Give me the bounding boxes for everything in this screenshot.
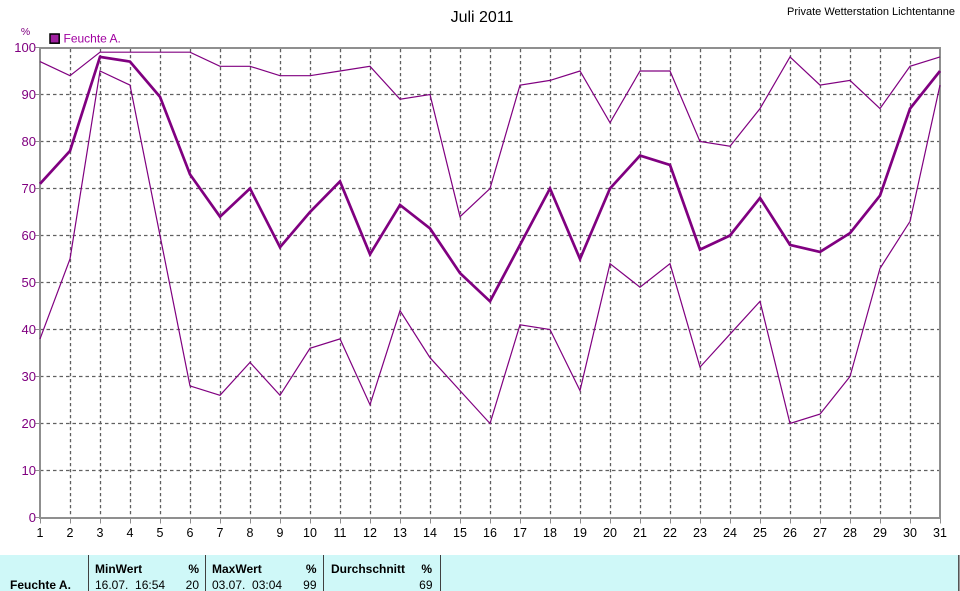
svg-text:5: 5 (157, 526, 164, 540)
svg-text:40: 40 (22, 322, 36, 337)
svg-text:12: 12 (363, 526, 377, 540)
svg-text:30: 30 (903, 526, 917, 540)
svg-text:03.07. 03:04: 03.07. 03:04 (212, 578, 282, 591)
svg-text:11: 11 (334, 526, 347, 540)
svg-text:Feuchte A.: Feuchte A. (64, 32, 121, 46)
svg-text:19: 19 (573, 526, 587, 540)
svg-text:80: 80 (22, 134, 36, 149)
svg-text:17: 17 (513, 526, 527, 540)
svg-text:90: 90 (22, 87, 36, 102)
svg-text:%: % (188, 562, 199, 576)
svg-text:9: 9 (277, 526, 284, 540)
svg-text:70: 70 (22, 181, 36, 196)
svg-text:26: 26 (783, 526, 797, 540)
svg-text:MinWert: MinWert (95, 562, 142, 576)
svg-text:7: 7 (217, 526, 224, 540)
svg-text:29: 29 (873, 526, 887, 540)
svg-text:16.07. 16:54: 16.07. 16:54 (95, 578, 165, 591)
svg-text:21: 21 (633, 526, 647, 540)
svg-text:27: 27 (813, 526, 827, 540)
svg-text:20: 20 (186, 578, 200, 591)
svg-text:Private Wetterstation Lichtent: Private Wetterstation Lichtentanne (787, 6, 955, 18)
svg-text:Juli 2011: Juli 2011 (451, 9, 514, 26)
svg-text:22: 22 (663, 526, 677, 540)
svg-text:100: 100 (14, 40, 36, 55)
svg-text:1: 1 (37, 526, 44, 540)
svg-text:24: 24 (723, 526, 737, 540)
svg-text:31: 31 (933, 526, 947, 540)
svg-text:3: 3 (97, 526, 104, 540)
svg-text:28: 28 (843, 526, 857, 540)
svg-text:10: 10 (303, 526, 317, 540)
svg-text:60: 60 (22, 228, 36, 243)
svg-text:30: 30 (22, 369, 36, 384)
svg-text:18: 18 (543, 526, 557, 540)
svg-text:4: 4 (127, 526, 134, 540)
svg-text:%: % (306, 562, 317, 576)
svg-text:0: 0 (29, 510, 36, 525)
svg-text:2: 2 (67, 526, 74, 540)
svg-text:50: 50 (22, 275, 36, 290)
svg-text:23: 23 (693, 526, 707, 540)
svg-text:20: 20 (603, 526, 617, 540)
svg-text:99: 99 (303, 578, 317, 591)
svg-text:13: 13 (393, 526, 407, 540)
svg-text:20: 20 (22, 416, 36, 431)
svg-text:16: 16 (483, 526, 497, 540)
svg-text:15: 15 (453, 526, 467, 540)
svg-text:14: 14 (423, 526, 437, 540)
svg-text:%: % (21, 26, 30, 38)
svg-text:25: 25 (753, 526, 767, 540)
svg-text:6: 6 (187, 526, 194, 540)
svg-text:%: % (421, 562, 432, 576)
svg-text:Durchschnitt: Durchschnitt (331, 562, 405, 576)
svg-text:8: 8 (247, 526, 254, 540)
svg-text:69: 69 (419, 578, 433, 591)
svg-text:MaxWert: MaxWert (212, 562, 262, 576)
svg-text:10: 10 (22, 463, 36, 478)
svg-text:Feuchte A.: Feuchte A. (10, 578, 71, 591)
